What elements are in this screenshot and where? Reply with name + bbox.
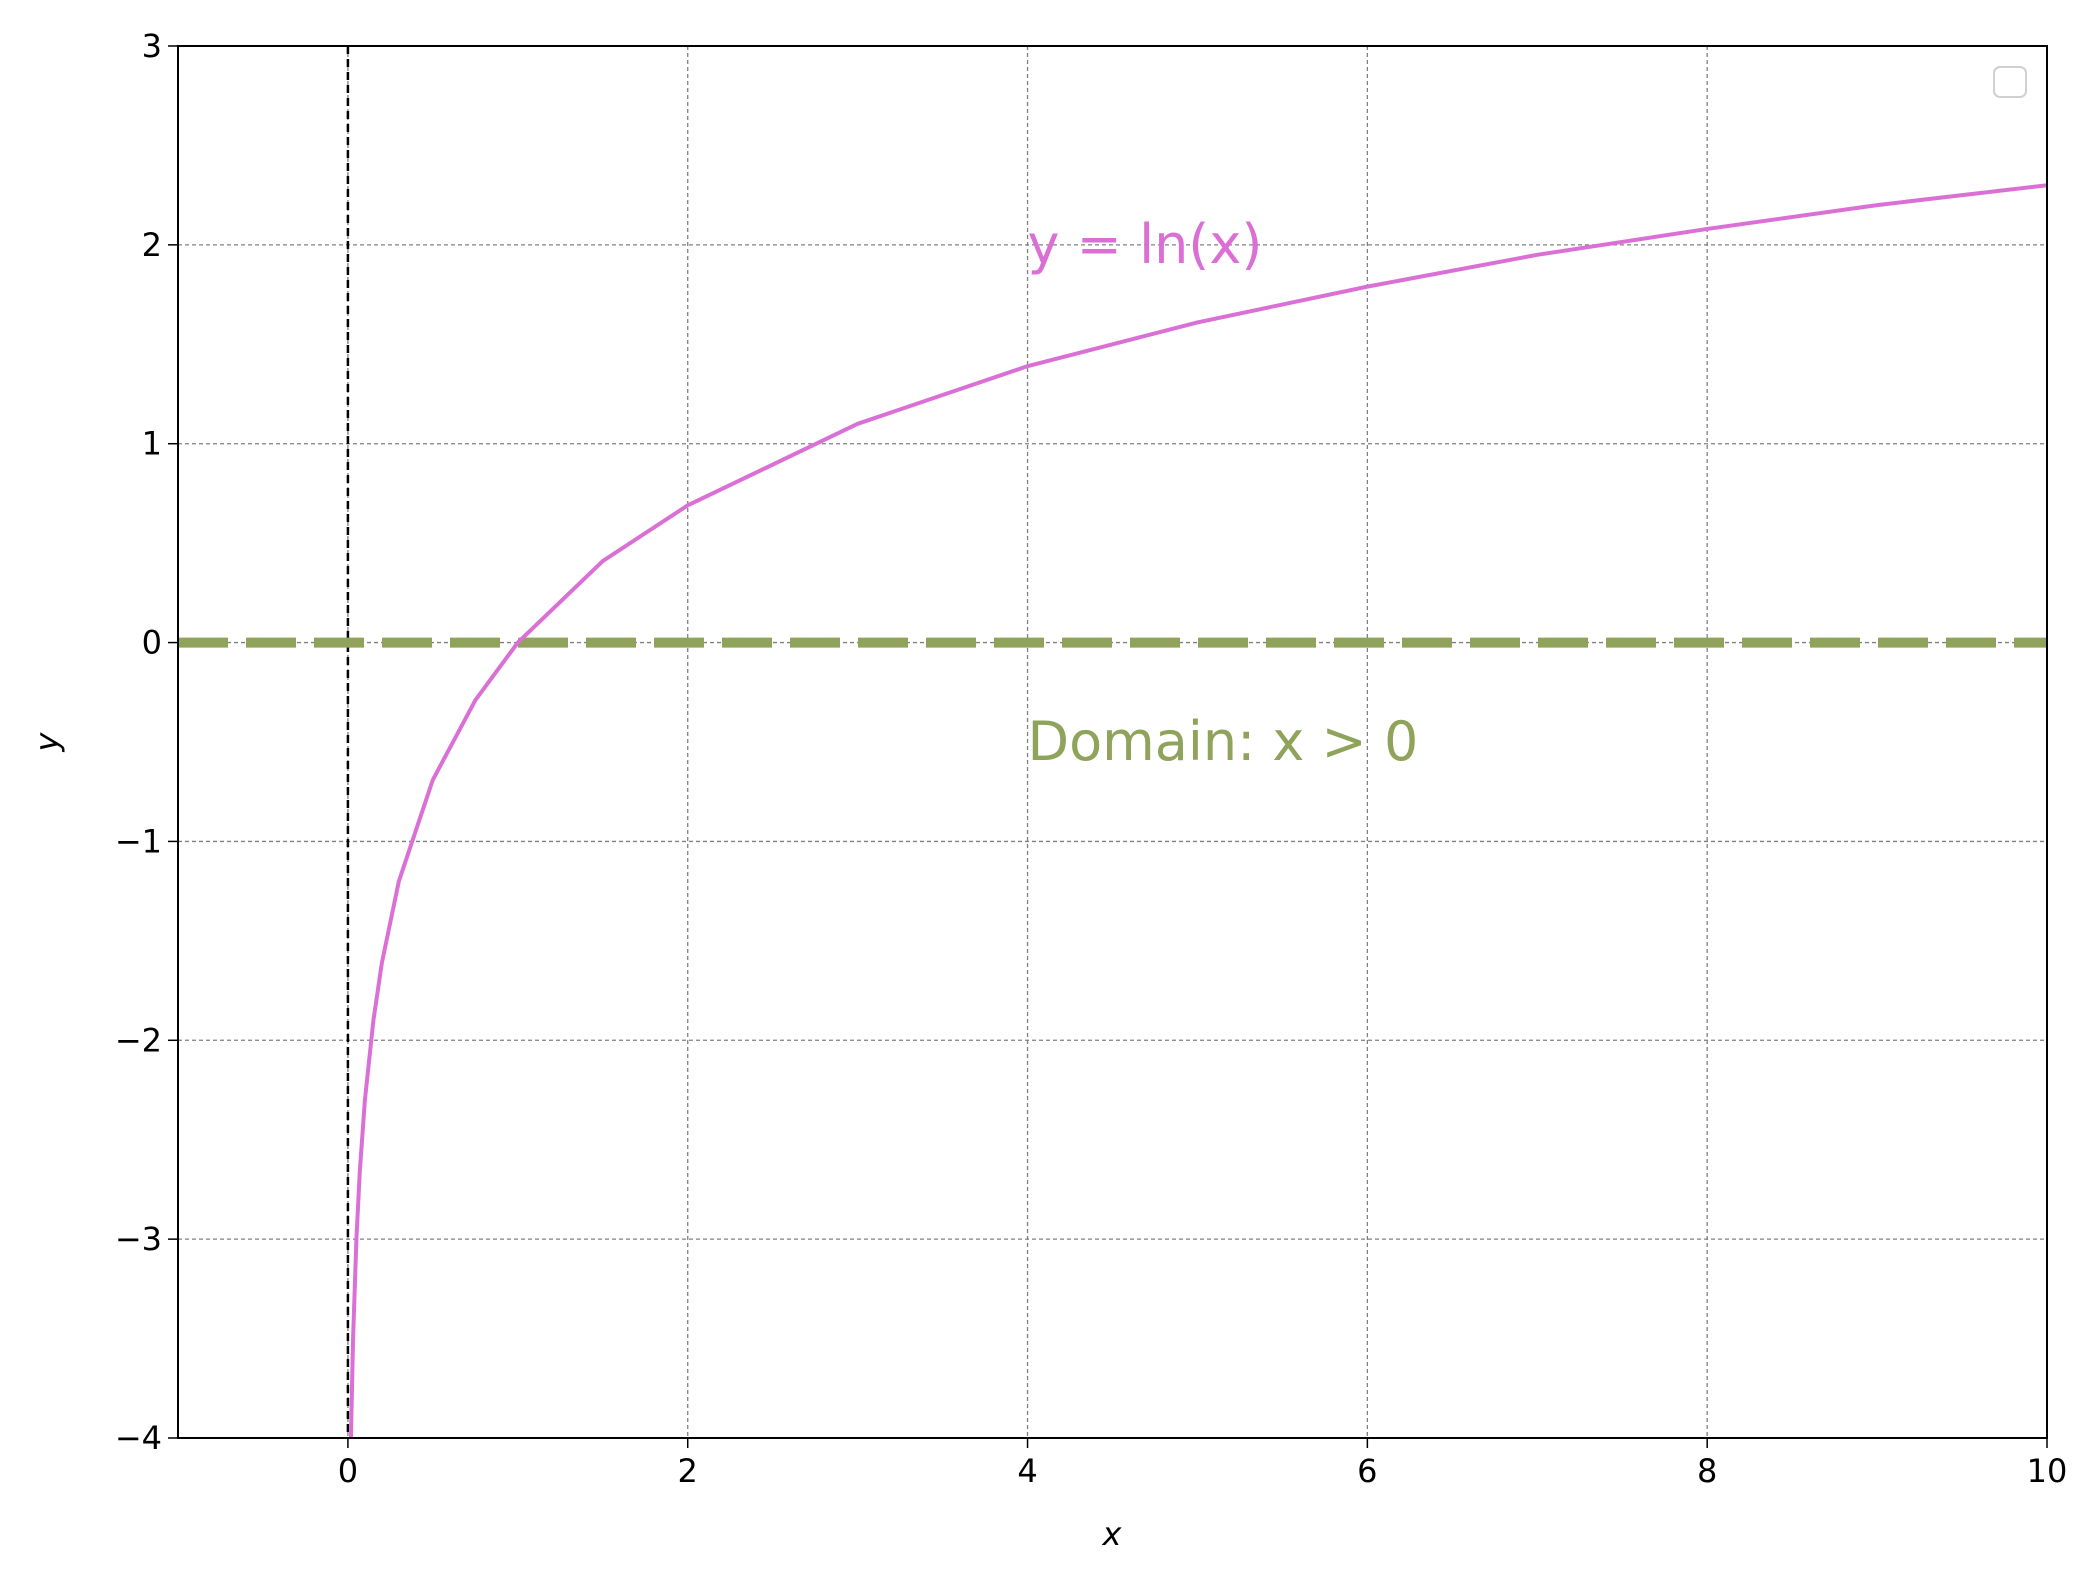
axes-frame (177, 45, 2048, 1439)
y-tick-label: −3 (115, 1220, 162, 1258)
y-tick-label: 3 (142, 27, 162, 65)
legend-box (1993, 66, 2027, 98)
plot-area (349, 183, 2047, 1438)
x-axis-label: x (1102, 1515, 1123, 1553)
annotation: y = ln(x) (1028, 213, 1263, 276)
y-tick-label: −4 (115, 1419, 162, 1457)
y-tick-label: −2 (115, 1021, 162, 1059)
x-tick-label: 10 (2027, 1452, 2068, 1490)
y-axis-label: y (28, 731, 66, 752)
y-tick-label: −1 (115, 822, 162, 860)
x-tick-label: 6 (1357, 1452, 1377, 1490)
y-tick-label: 0 (142, 624, 162, 662)
x-tick-label: 4 (1017, 1452, 1037, 1490)
x-tick-label: 0 (338, 1452, 358, 1490)
y-tick-label: 1 (142, 425, 162, 463)
curve (349, 183, 2047, 1438)
x-tick-label: 8 (1697, 1452, 1717, 1490)
y-tick-label: 2 (142, 226, 162, 264)
x-tick-label: 2 (678, 1452, 698, 1490)
annotation: Domain: x > 0 (1028, 710, 1419, 773)
